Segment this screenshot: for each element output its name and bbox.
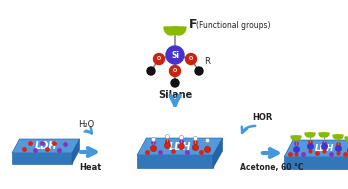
Polygon shape xyxy=(72,139,79,164)
Polygon shape xyxy=(345,137,348,141)
Text: O: O xyxy=(189,57,193,61)
Text: Si: Si xyxy=(171,50,179,60)
Polygon shape xyxy=(12,139,79,153)
Polygon shape xyxy=(12,153,72,164)
Polygon shape xyxy=(333,135,340,139)
Circle shape xyxy=(195,67,203,75)
Text: (Functional groups): (Functional groups) xyxy=(196,20,270,29)
Polygon shape xyxy=(319,133,326,137)
Text: Heat: Heat xyxy=(79,163,101,172)
Polygon shape xyxy=(172,27,186,35)
Text: Acetone, 60 °C: Acetone, 60 °C xyxy=(240,163,304,172)
Polygon shape xyxy=(305,133,312,137)
Polygon shape xyxy=(291,136,298,140)
Circle shape xyxy=(166,46,184,64)
Polygon shape xyxy=(294,136,301,140)
Text: O: O xyxy=(157,57,161,61)
Polygon shape xyxy=(284,157,348,169)
Text: Silane: Silane xyxy=(158,90,192,100)
Text: H₂O: H₂O xyxy=(78,120,94,129)
Circle shape xyxy=(185,53,197,64)
Text: HOR: HOR xyxy=(252,113,272,122)
Circle shape xyxy=(147,67,155,75)
Polygon shape xyxy=(164,27,178,35)
Polygon shape xyxy=(137,155,213,168)
Text: LDH: LDH xyxy=(315,144,334,153)
Polygon shape xyxy=(336,135,343,139)
Circle shape xyxy=(169,66,181,77)
Polygon shape xyxy=(213,138,222,168)
Circle shape xyxy=(153,53,165,64)
Circle shape xyxy=(171,79,179,87)
Text: R: R xyxy=(204,57,210,66)
Polygon shape xyxy=(308,133,315,137)
Text: LDH: LDH xyxy=(168,142,191,152)
Text: LDH: LDH xyxy=(34,141,57,151)
Polygon shape xyxy=(322,133,329,137)
Text: O: O xyxy=(173,68,177,74)
Polygon shape xyxy=(137,138,222,155)
Text: F: F xyxy=(189,19,198,32)
Polygon shape xyxy=(284,140,348,157)
